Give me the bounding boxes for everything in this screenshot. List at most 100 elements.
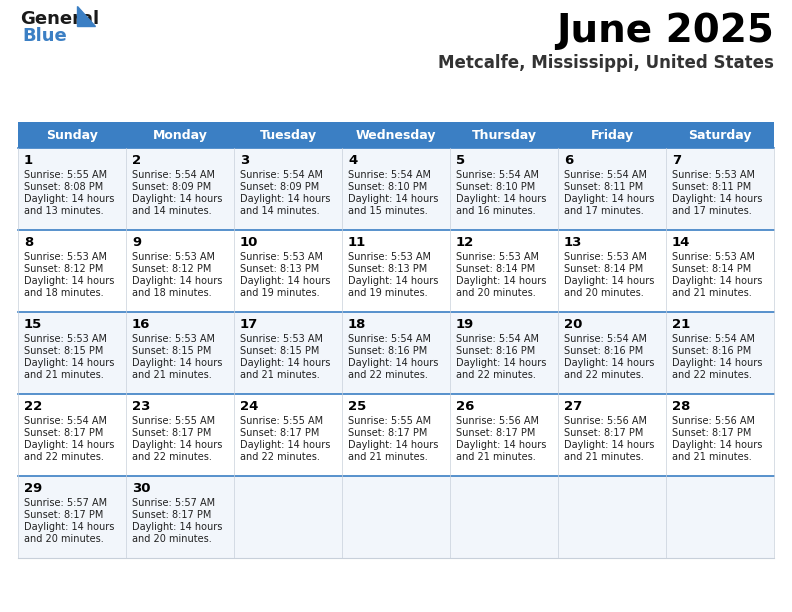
Text: Sunrise: 5:57 AM: Sunrise: 5:57 AM bbox=[24, 498, 107, 508]
Text: June 2025: June 2025 bbox=[556, 12, 774, 50]
Text: Daylight: 14 hours: Daylight: 14 hours bbox=[132, 522, 223, 532]
Text: Sunset: 8:12 PM: Sunset: 8:12 PM bbox=[132, 264, 211, 274]
Text: Sunset: 8:12 PM: Sunset: 8:12 PM bbox=[24, 264, 104, 274]
Text: Daylight: 14 hours: Daylight: 14 hours bbox=[456, 194, 546, 204]
Text: Sunset: 8:16 PM: Sunset: 8:16 PM bbox=[456, 346, 535, 356]
Text: Sunset: 8:14 PM: Sunset: 8:14 PM bbox=[564, 264, 643, 274]
Bar bbox=[18, 148, 774, 230]
Polygon shape bbox=[77, 6, 95, 26]
Text: 17: 17 bbox=[240, 318, 258, 331]
Text: 1: 1 bbox=[24, 154, 33, 167]
Text: and 21 minutes.: and 21 minutes. bbox=[672, 452, 752, 462]
Text: Sunset: 8:17 PM: Sunset: 8:17 PM bbox=[24, 510, 104, 520]
Text: Sunrise: 5:53 AM: Sunrise: 5:53 AM bbox=[132, 252, 215, 262]
Text: Daylight: 14 hours: Daylight: 14 hours bbox=[132, 194, 223, 204]
Text: Daylight: 14 hours: Daylight: 14 hours bbox=[672, 194, 763, 204]
Text: 29: 29 bbox=[24, 482, 42, 495]
Text: Daylight: 14 hours: Daylight: 14 hours bbox=[24, 276, 114, 286]
Bar bbox=[18, 312, 774, 394]
Text: and 17 minutes.: and 17 minutes. bbox=[564, 206, 644, 216]
Text: and 14 minutes.: and 14 minutes. bbox=[132, 206, 211, 216]
Text: Blue: Blue bbox=[22, 27, 67, 45]
Text: 21: 21 bbox=[672, 318, 691, 331]
Text: 8: 8 bbox=[24, 236, 33, 249]
Text: Sunrise: 5:55 AM: Sunrise: 5:55 AM bbox=[24, 170, 107, 180]
Text: and 18 minutes.: and 18 minutes. bbox=[24, 288, 104, 298]
Text: Sunrise: 5:53 AM: Sunrise: 5:53 AM bbox=[456, 252, 539, 262]
Text: Sunrise: 5:54 AM: Sunrise: 5:54 AM bbox=[348, 334, 431, 344]
Text: Sunset: 8:17 PM: Sunset: 8:17 PM bbox=[348, 428, 428, 438]
Text: Daylight: 14 hours: Daylight: 14 hours bbox=[564, 440, 654, 450]
Text: 13: 13 bbox=[564, 236, 582, 249]
Text: Sunset: 8:17 PM: Sunset: 8:17 PM bbox=[456, 428, 535, 438]
Text: Sunrise: 5:53 AM: Sunrise: 5:53 AM bbox=[672, 252, 755, 262]
Text: 15: 15 bbox=[24, 318, 42, 331]
Text: 19: 19 bbox=[456, 318, 474, 331]
Text: Sunset: 8:17 PM: Sunset: 8:17 PM bbox=[132, 510, 211, 520]
Text: Sunset: 8:16 PM: Sunset: 8:16 PM bbox=[564, 346, 643, 356]
Text: Sunrise: 5:56 AM: Sunrise: 5:56 AM bbox=[672, 416, 755, 426]
Text: Sunrise: 5:53 AM: Sunrise: 5:53 AM bbox=[24, 334, 107, 344]
Text: Sunset: 8:17 PM: Sunset: 8:17 PM bbox=[564, 428, 643, 438]
Text: and 21 minutes.: and 21 minutes. bbox=[456, 452, 535, 462]
Text: Daylight: 14 hours: Daylight: 14 hours bbox=[456, 276, 546, 286]
Text: Daylight: 14 hours: Daylight: 14 hours bbox=[348, 194, 439, 204]
Text: and 22 minutes.: and 22 minutes. bbox=[672, 370, 752, 380]
Text: and 21 minutes.: and 21 minutes. bbox=[132, 370, 211, 380]
Text: Sunrise: 5:53 AM: Sunrise: 5:53 AM bbox=[24, 252, 107, 262]
Text: Sunrise: 5:56 AM: Sunrise: 5:56 AM bbox=[456, 416, 539, 426]
Text: and 16 minutes.: and 16 minutes. bbox=[456, 206, 535, 216]
Text: and 22 minutes.: and 22 minutes. bbox=[456, 370, 536, 380]
Text: Daylight: 14 hours: Daylight: 14 hours bbox=[348, 440, 439, 450]
Text: and 22 minutes.: and 22 minutes. bbox=[564, 370, 644, 380]
Text: Monday: Monday bbox=[153, 129, 208, 141]
Text: 20: 20 bbox=[564, 318, 582, 331]
Text: and 21 minutes.: and 21 minutes. bbox=[348, 452, 428, 462]
Text: 30: 30 bbox=[132, 482, 150, 495]
Text: Metcalfe, Mississippi, United States: Metcalfe, Mississippi, United States bbox=[438, 54, 774, 72]
Text: General: General bbox=[20, 10, 99, 28]
Bar bbox=[18, 122, 774, 148]
Text: and 13 minutes.: and 13 minutes. bbox=[24, 206, 104, 216]
Text: Sunset: 8:10 PM: Sunset: 8:10 PM bbox=[456, 182, 535, 192]
Text: 4: 4 bbox=[348, 154, 357, 167]
Text: 11: 11 bbox=[348, 236, 366, 249]
Text: Daylight: 14 hours: Daylight: 14 hours bbox=[672, 358, 763, 368]
Text: Sunrise: 5:54 AM: Sunrise: 5:54 AM bbox=[564, 334, 647, 344]
Bar bbox=[18, 230, 774, 312]
Text: Sunset: 8:13 PM: Sunset: 8:13 PM bbox=[240, 264, 319, 274]
Text: Sunrise: 5:54 AM: Sunrise: 5:54 AM bbox=[456, 170, 539, 180]
Text: Sunrise: 5:53 AM: Sunrise: 5:53 AM bbox=[132, 334, 215, 344]
Text: and 20 minutes.: and 20 minutes. bbox=[564, 288, 644, 298]
Text: Daylight: 14 hours: Daylight: 14 hours bbox=[132, 358, 223, 368]
Text: 9: 9 bbox=[132, 236, 141, 249]
Text: 22: 22 bbox=[24, 400, 42, 413]
Text: Sunrise: 5:57 AM: Sunrise: 5:57 AM bbox=[132, 498, 215, 508]
Text: 2: 2 bbox=[132, 154, 141, 167]
Text: Sunrise: 5:53 AM: Sunrise: 5:53 AM bbox=[348, 252, 431, 262]
Text: Daylight: 14 hours: Daylight: 14 hours bbox=[132, 276, 223, 286]
Text: Sunrise: 5:54 AM: Sunrise: 5:54 AM bbox=[24, 416, 107, 426]
Text: and 15 minutes.: and 15 minutes. bbox=[348, 206, 428, 216]
Text: Sunset: 8:17 PM: Sunset: 8:17 PM bbox=[24, 428, 104, 438]
Text: and 21 minutes.: and 21 minutes. bbox=[672, 288, 752, 298]
Text: Daylight: 14 hours: Daylight: 14 hours bbox=[564, 194, 654, 204]
Text: Daylight: 14 hours: Daylight: 14 hours bbox=[240, 358, 330, 368]
Text: Sunrise: 5:55 AM: Sunrise: 5:55 AM bbox=[132, 416, 215, 426]
Text: Daylight: 14 hours: Daylight: 14 hours bbox=[672, 440, 763, 450]
Text: and 22 minutes.: and 22 minutes. bbox=[132, 452, 212, 462]
Text: 25: 25 bbox=[348, 400, 366, 413]
Text: 26: 26 bbox=[456, 400, 474, 413]
Text: Friday: Friday bbox=[591, 129, 634, 141]
Text: Daylight: 14 hours: Daylight: 14 hours bbox=[348, 358, 439, 368]
Text: 24: 24 bbox=[240, 400, 258, 413]
Text: and 22 minutes.: and 22 minutes. bbox=[240, 452, 320, 462]
Text: Sunset: 8:15 PM: Sunset: 8:15 PM bbox=[132, 346, 211, 356]
Bar bbox=[18, 394, 774, 476]
Text: Daylight: 14 hours: Daylight: 14 hours bbox=[132, 440, 223, 450]
Text: Sunset: 8:11 PM: Sunset: 8:11 PM bbox=[672, 182, 752, 192]
Text: Sunset: 8:15 PM: Sunset: 8:15 PM bbox=[24, 346, 104, 356]
Text: and 20 minutes.: and 20 minutes. bbox=[456, 288, 535, 298]
Text: and 14 minutes.: and 14 minutes. bbox=[240, 206, 320, 216]
Text: Sunset: 8:17 PM: Sunset: 8:17 PM bbox=[240, 428, 319, 438]
